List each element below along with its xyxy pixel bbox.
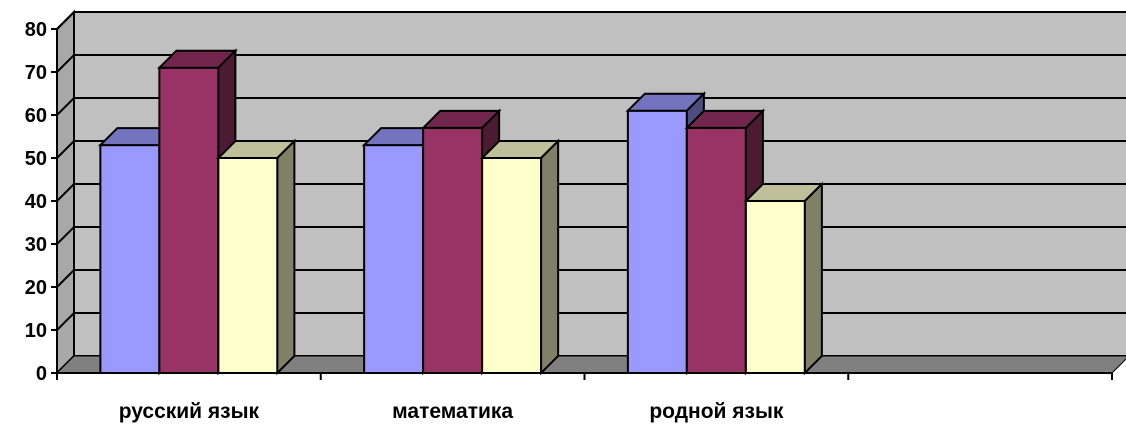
bar — [685, 126, 747, 375]
bar — [99, 144, 161, 374]
y-tick-label: 70 — [25, 62, 47, 84]
bars — [97, 48, 825, 376]
gridline — [56, 54, 1126, 73]
bar — [363, 144, 425, 374]
category-labels: русский язык математика родной язык — [119, 400, 784, 423]
category-label: русский язык — [119, 400, 260, 423]
bar — [481, 157, 543, 374]
y-tick-label: 50 — [25, 148, 47, 170]
bar — [217, 157, 279, 374]
bar-side — [540, 138, 560, 376]
bar — [744, 200, 806, 374]
y-tick-label: 60 — [25, 105, 47, 127]
bar-side — [276, 138, 296, 376]
gridline — [56, 97, 1126, 116]
gridline — [56, 11, 1126, 30]
y-tick-label: 30 — [25, 234, 47, 256]
y-tick-label: 20 — [25, 277, 47, 299]
bar-side — [803, 181, 823, 376]
bar — [626, 109, 688, 374]
category-label: математика — [392, 400, 513, 423]
bar — [422, 126, 484, 375]
y-tick-label: 10 — [25, 320, 47, 342]
y-tick-label: 80 — [25, 19, 47, 41]
gridline — [56, 140, 1126, 159]
y-axis: 0 10 20 30 40 50 60 70 80 — [25, 19, 58, 385]
bar — [158, 66, 220, 374]
y-tick-label: 40 — [25, 191, 47, 213]
y-tick-label: 0 — [36, 363, 47, 385]
category-label: родной язык — [649, 400, 784, 423]
x-axis — [56, 372, 1113, 380]
